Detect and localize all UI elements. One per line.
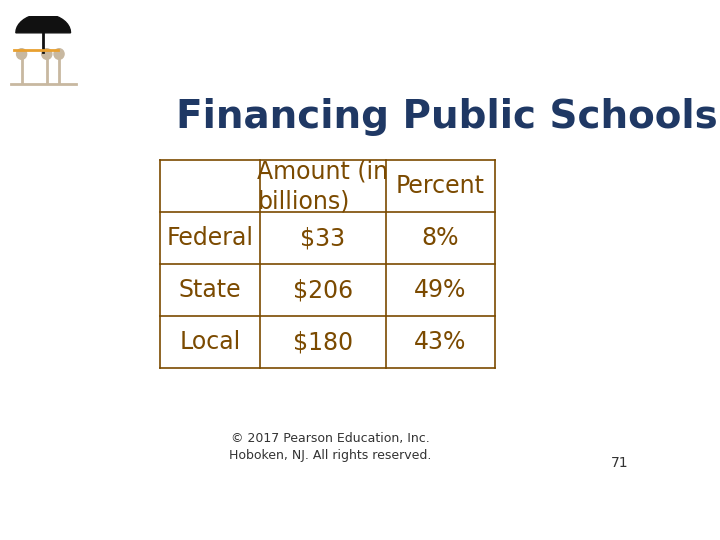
Polygon shape xyxy=(16,14,71,33)
Text: © 2017 Pearson Education, Inc.
Hoboken, NJ. All rights reserved.: © 2017 Pearson Education, Inc. Hoboken, … xyxy=(229,432,431,462)
Text: Local: Local xyxy=(179,330,240,354)
Text: Amount (in
billions): Amount (in billions) xyxy=(258,160,389,213)
Text: Percent: Percent xyxy=(396,174,485,198)
Text: Financing Public Schools Data: Financing Public Schools Data xyxy=(176,98,720,136)
Text: State: State xyxy=(179,279,241,302)
Circle shape xyxy=(54,49,64,59)
Text: $180: $180 xyxy=(293,330,353,354)
Text: 8%: 8% xyxy=(421,226,459,251)
Circle shape xyxy=(42,49,52,59)
Text: 43%: 43% xyxy=(414,330,467,354)
Text: $206: $206 xyxy=(293,279,353,302)
Circle shape xyxy=(17,49,27,59)
Text: 49%: 49% xyxy=(414,279,467,302)
Text: $33: $33 xyxy=(300,226,346,251)
Text: 71: 71 xyxy=(611,456,629,470)
Text: Federal: Federal xyxy=(166,226,253,251)
